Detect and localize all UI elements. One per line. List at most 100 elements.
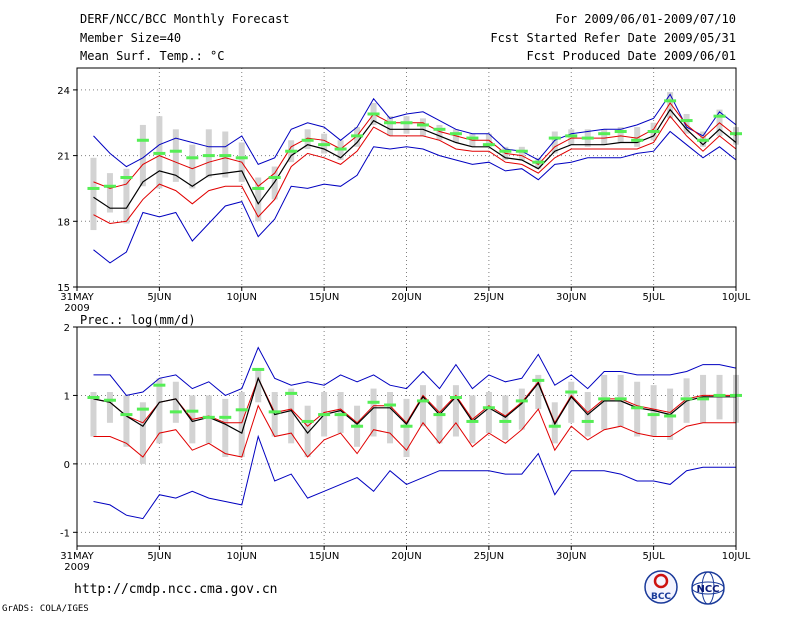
series-mean-sd-line <box>93 102 737 189</box>
x-tick-label: 5JUL <box>643 292 666 303</box>
median-marker <box>713 114 726 118</box>
ensemble-box <box>601 374 608 430</box>
bcc-logo: BCC <box>644 570 678 604</box>
ensemble-box <box>288 388 295 444</box>
median-marker <box>186 156 199 160</box>
median-marker <box>169 149 182 153</box>
x-tick-label: 20JUN <box>391 292 421 303</box>
y-tick-label: 24 <box>57 86 70 97</box>
y-tick-label: 1 <box>64 391 70 402</box>
ensemble-box <box>90 392 97 437</box>
median-marker <box>318 413 331 417</box>
x-tick-label: 10JUN <box>227 292 257 303</box>
data-portal-url[interactable]: http://cmdp.ncc.cma.gov.cn <box>74 582 278 597</box>
svg-text:BCC: BCC <box>651 592 671 602</box>
median-marker <box>186 409 199 413</box>
y-tick-label: 21 <box>57 152 70 163</box>
forecast-started-label: Fcst Started Refer Date 2009/05/31 <box>490 31 736 45</box>
ensemble-box <box>436 124 443 141</box>
median-marker <box>614 397 627 401</box>
median-marker <box>87 186 100 190</box>
median-marker <box>565 134 578 138</box>
ensemble-box <box>634 127 641 147</box>
median-marker <box>697 138 710 142</box>
median-marker <box>301 138 314 142</box>
x-tick-label: 20JUN <box>391 551 421 562</box>
x-tick-label: 10JUN <box>227 551 257 562</box>
median-marker <box>384 403 397 407</box>
median-marker <box>334 413 347 417</box>
y-tick-label: 18 <box>57 217 70 228</box>
median-marker <box>367 400 380 404</box>
ensemble-box <box>535 374 542 410</box>
ensemble-box <box>205 129 212 178</box>
ensemble-box <box>403 398 410 458</box>
ensemble-box <box>172 381 179 423</box>
x-tick-label: 30JUN <box>556 292 586 303</box>
ensemble-box <box>683 113 690 134</box>
ensemble-box <box>568 381 575 423</box>
median-marker <box>416 123 429 127</box>
median-marker <box>400 424 413 428</box>
median-marker <box>367 112 380 116</box>
x-tick-label: 5JUN <box>147 292 171 303</box>
ensemble-box <box>387 392 394 444</box>
ensemble-box <box>106 392 113 423</box>
median-marker <box>301 419 314 423</box>
ensemble-box <box>90 157 97 231</box>
x-tick-label: 5JUL <box>643 551 666 562</box>
ensemble-box <box>370 388 377 437</box>
ensemble-box <box>139 402 146 464</box>
median-marker <box>466 419 479 423</box>
median-marker <box>631 138 644 142</box>
median-marker <box>433 127 446 131</box>
median-marker <box>680 119 693 123</box>
median-marker <box>136 407 149 411</box>
median-marker <box>664 99 677 103</box>
y-tick-label: 0 <box>64 460 70 471</box>
grads-credit: GrADS: COLA/IGES <box>2 604 89 614</box>
ensemble-box <box>123 168 130 224</box>
median-marker <box>598 397 611 401</box>
median-marker <box>219 154 232 158</box>
ensemble-box <box>403 116 410 134</box>
ensemble-box <box>485 392 492 434</box>
x-tick-label: 5JUN <box>147 551 171 562</box>
median-marker <box>647 130 660 134</box>
ensemble-box <box>205 395 212 444</box>
ensemble-box <box>667 92 674 119</box>
median-marker <box>548 136 561 140</box>
median-marker <box>532 160 545 164</box>
median-marker <box>120 413 133 417</box>
median-marker <box>416 399 429 403</box>
median-marker <box>581 419 594 423</box>
x-tick-label: 10JUL <box>722 292 751 303</box>
median-marker <box>87 395 100 399</box>
forecast-produced-label: Fcst Produced Date 2009/06/01 <box>526 49 736 63</box>
median-marker <box>153 151 166 155</box>
ensemble-box <box>189 144 196 189</box>
median-marker <box>351 424 364 428</box>
series-mean-line <box>93 376 736 435</box>
median-marker <box>466 136 479 140</box>
svg-text:NCC: NCC <box>696 584 719 595</box>
member-size-label: Member Size=40 <box>80 31 182 45</box>
median-marker <box>202 415 215 419</box>
median-marker <box>268 410 281 414</box>
x-tick-label: 31MAY <box>60 292 94 303</box>
ensemble-box <box>156 378 163 444</box>
median-marker <box>285 391 298 395</box>
ensemble-box <box>387 116 394 136</box>
series-mean-sd-line <box>93 377 736 427</box>
median-marker <box>103 184 116 188</box>
x-tick-year-label: 2009 <box>64 562 89 573</box>
variable-label: Mean Surf. Temp.: °C <box>80 49 225 63</box>
ensemble-box <box>419 118 426 136</box>
median-marker <box>631 406 644 410</box>
median-marker <box>285 149 298 153</box>
median-marker <box>334 147 347 151</box>
ensemble-box <box>304 405 311 458</box>
y-tick-label: 15 <box>57 283 70 294</box>
